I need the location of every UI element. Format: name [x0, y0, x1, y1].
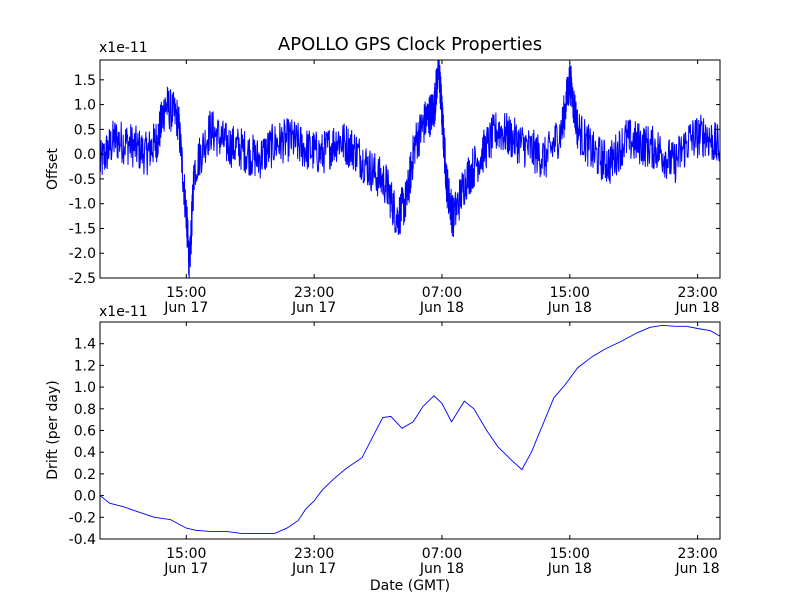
offset-x-tick-label-date: Jun 18 — [675, 300, 720, 316]
offset-y-tick-label: 1.0 — [74, 98, 96, 114]
drift-y-tick-label: -0.2 — [69, 510, 96, 526]
drift-x-tick-label-time: 15:00 — [550, 546, 590, 562]
drift-x-tick-label-time: 07:00 — [422, 546, 462, 562]
drift-series-line — [100, 324, 720, 535]
drift-x-tick-label-date: Jun 17 — [291, 561, 336, 577]
offset-y-tick-label: -2.5 — [69, 271, 96, 287]
drift-y-tick-label: -0.4 — [69, 532, 96, 548]
offset-y-tick-label: -0.5 — [69, 172, 96, 188]
offset-exponent-label: x1e-11 — [99, 40, 148, 56]
drift-y-tick-label: 0.8 — [74, 402, 96, 418]
drift-x-tick-label-date: Jun 18 — [419, 561, 464, 577]
offset-x-tick-label-time: 07:00 — [422, 285, 462, 301]
drift-y-tick-label: 1.2 — [74, 358, 96, 374]
drift-panel: x1e-11 Drift (per day) Date (GMT) -0.4 -0… — [45, 304, 721, 594]
drift-y-tick-label: 1.0 — [74, 380, 96, 396]
drift-y-tick-label: 0.4 — [74, 445, 96, 461]
offset-y-tick-label: 0.5 — [74, 122, 96, 138]
drift-y-tick-label: 0.2 — [74, 467, 96, 483]
offset-x-tick-label-date: Jun 17 — [163, 300, 208, 316]
drift-x-tick-label-date: Jun 18 — [675, 561, 720, 577]
offset-y-axis-label: Offset — [45, 147, 61, 190]
offset-y-tick-label: -1.5 — [69, 221, 96, 237]
offset-y-tick-label: 0.0 — [74, 147, 96, 163]
offset-y-tick-label: -1.0 — [69, 197, 96, 213]
drift-y-tick-label: 0.0 — [74, 489, 96, 505]
x-axis-label: Date (GMT) — [370, 578, 450, 594]
offset-x-tick-label-time: 23:00 — [677, 285, 717, 301]
offset-series-line — [100, 60, 720, 278]
drift-y-axis-label: Drift (per day) — [45, 380, 61, 479]
drift-y-tick-label: 0.6 — [74, 424, 96, 440]
drift-x-tick-label-time: 15:00 — [166, 546, 206, 562]
drift-x-tick-label-date: Jun 18 — [547, 561, 592, 577]
offset-y-tick-label: -2.0 — [69, 246, 96, 262]
offset-x-tick-label-time: 15:00 — [166, 285, 206, 301]
drift-x-tick-label-time: 23:00 — [677, 546, 717, 562]
offset-axes-frame — [99, 59, 721, 279]
offset-x-tick-label-date: Jun 18 — [547, 300, 592, 316]
chart-title: APOLLO GPS Clock Properties — [278, 34, 542, 55]
drift-y-tick-label: 1.4 — [74, 337, 96, 353]
offset-x-tick-label-date: Jun 18 — [419, 300, 464, 316]
offset-panel: x1e-11 Offset -2.5 -2.0 -1.5 -1.0 -0.5 0.0 0.5… — [45, 40, 721, 316]
offset-x-tick-label-date: Jun 17 — [291, 300, 336, 316]
drift-x-tick-label-date: Jun 17 — [163, 561, 208, 577]
offset-x-tick-label-time: 15:00 — [550, 285, 590, 301]
drift-exponent-label: x1e-11 — [99, 304, 148, 320]
drift-x-tick-label-time: 23:00 — [294, 546, 334, 562]
offset-x-tick-label-time: 23:00 — [294, 285, 334, 301]
offset-y-tick-label: 1.5 — [74, 73, 96, 89]
